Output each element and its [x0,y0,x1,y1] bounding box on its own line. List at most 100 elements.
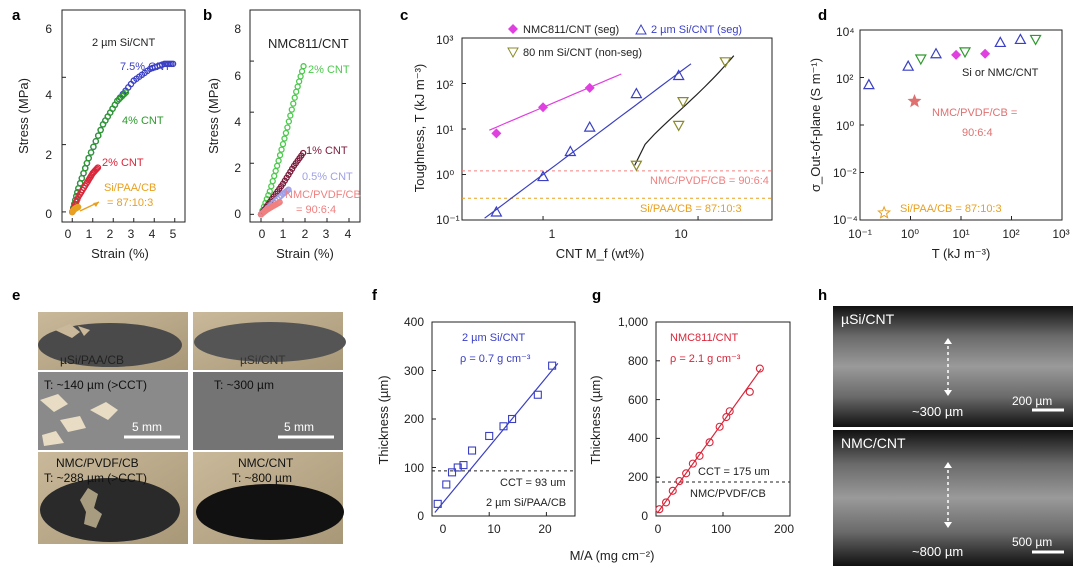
scale-label: 200 µm [1012,394,1052,408]
panel-c-legend-80nm: 80 nm Si/CNT (non-seg) [523,47,642,59]
panel-f-ref-note: 2 µm Si/PAA/CB [486,497,566,509]
panel-b-point [269,177,276,185]
panel-f-cct: CCT = 93 um [500,477,566,489]
panel-g-ytick: 600 [628,393,648,407]
panel-c-point [672,120,685,132]
panel-d-point [862,78,875,90]
panel-b-point [272,167,279,175]
panel-g-point [675,477,684,486]
panel-f-xtick: 0 [440,522,447,536]
panel-b-xtick: 4 [345,227,352,241]
panel-g-series-label: NMC811/CNT [670,332,739,344]
panel-b-ytick: 8 [234,22,241,36]
photo-label: µSi/CNT [240,353,286,367]
panel-a-xtick: 5 [170,227,177,241]
panel-c-ref-label: NMC/PVDF/CB = 90:6:4 [650,175,769,187]
panel-b-ytick: 4 [234,115,241,129]
panel-g-ytick: 800 [628,354,648,368]
panel-a-series [69,60,177,216]
panel-a-ytick: 4 [45,88,52,102]
panel-c-reference-lines [462,170,772,199]
panel-a-point [90,143,97,151]
panel-a-xtick: 4 [149,227,156,241]
panel-d-point [929,47,943,59]
panel-b-series [257,63,307,218]
panel-b-point [288,106,295,113]
panel-b-point [285,186,292,193]
panel-b-label-ratio: = 90:6:4 [296,204,336,216]
panel-f: f 400 300 200 100 0 0 10 20 Thickness (µ… [372,287,576,536]
panel-g-point [682,469,691,478]
panel-c-ytick: 10⁰ [436,168,454,182]
panel-b-point [268,183,275,190]
crack-fragments [55,324,90,338]
panel-f-point [548,361,557,370]
panel-g-xtick: 0 [655,522,662,536]
panel-b-xlabel: Strain (%) [276,246,334,261]
panel-d-ticks [859,29,1063,221]
panel-f-ytick: 300 [404,364,424,378]
panel-f-series [432,361,575,513]
panel-c-ytick: 10¹ [436,123,453,137]
panel-f-point [499,422,508,431]
panel-g-fit-line [656,368,762,514]
panel-f-point [459,461,468,470]
panel-b-point [284,124,291,131]
panel-b-point [300,149,307,157]
panel-g: g 1,000 800 600 400 200 0 0 100 200 Thic… [570,287,795,563]
sem-thickness: ~300 µm [912,404,963,419]
panel-d-point [902,59,915,71]
panel-a-ylabel: Stress (MPa) [16,78,31,154]
panel-c-point [584,82,595,93]
panel-f-ytick: 200 [404,412,424,426]
panel-letter-h: h [818,287,827,304]
panel-g-point [755,364,764,373]
panel-c-legend-nmc: NMC811/CNT (seg) [523,24,619,36]
panel-c-point [564,145,577,157]
panel-a-point [117,94,125,101]
panel-b-point [271,172,278,180]
panel-f-ytick: 0 [417,509,424,523]
panel-b-xtick: 3 [323,227,330,241]
panel-f-point [485,431,494,441]
panel-a-xtick: 2 [107,227,114,241]
photo-label: µSi/PAA/CB [60,353,124,367]
panel-letter-d: d [818,7,827,24]
panel-b-point [276,152,284,159]
panel-d-ytick: 10⁻² [833,166,857,180]
panel-d-xtick: 10⁻¹ [848,227,872,241]
panel-g-ref-note: NMC/PVDF/CB [690,488,766,500]
panel-f-point [453,463,462,472]
panel-d-xtick: 10⁰ [901,227,919,241]
panel-a-title: 2 µm Si/CNT [92,37,155,49]
panel-a-ytick: 6 [45,22,52,36]
panel-d-label-si-paa: Si/PAA/CB = 87:10:3 [900,203,1002,215]
panel-b-label-2: 2% CNT [308,64,350,76]
panel-c-legend-si: 2 µm Si/CNT (seg) [651,24,742,36]
panel-f-density: ρ = 0.7 g cm⁻³ [460,353,531,365]
crack-pattern [80,488,102,528]
panel-g-point [725,407,734,416]
panel-b: b 8 6 4 2 0 0 1 2 3 4 Strain (%) Stress … [203,7,361,261]
panel-a-point [115,95,123,103]
panel-c-xtick: 1 [549,227,556,241]
panel-b-xtick: 1 [280,227,287,241]
scale-label: 5 mm [284,420,314,434]
panel-g-ytick: 0 [641,509,648,523]
panel-a-point [120,90,128,98]
panel-b-label-0.5: 0.5% CNT [302,171,353,183]
panel-g-frame [655,321,791,517]
panel-a-label-2: 2% CNT [102,157,144,169]
panel-g-point [705,438,714,447]
photo-label: T: ~800 µm [232,471,292,485]
panel-letter-b: b [203,7,212,24]
sem-label: NMC/CNT [841,435,906,451]
panel-letter-c: c [400,7,408,24]
photo-label: NMC/PVDF/CB [56,456,139,470]
panel-f-fit-line [434,363,559,513]
panel-c-point [490,205,503,217]
panel-b-point [297,73,304,80]
panel-letter-e: e [12,287,20,304]
panel-a-point [92,137,100,145]
panel-b-point [276,199,283,206]
